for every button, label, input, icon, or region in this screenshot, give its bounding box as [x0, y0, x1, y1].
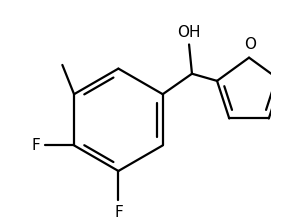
Text: OH: OH	[177, 25, 201, 40]
Text: F: F	[32, 138, 41, 153]
Text: F: F	[114, 205, 123, 220]
Text: O: O	[244, 37, 256, 52]
